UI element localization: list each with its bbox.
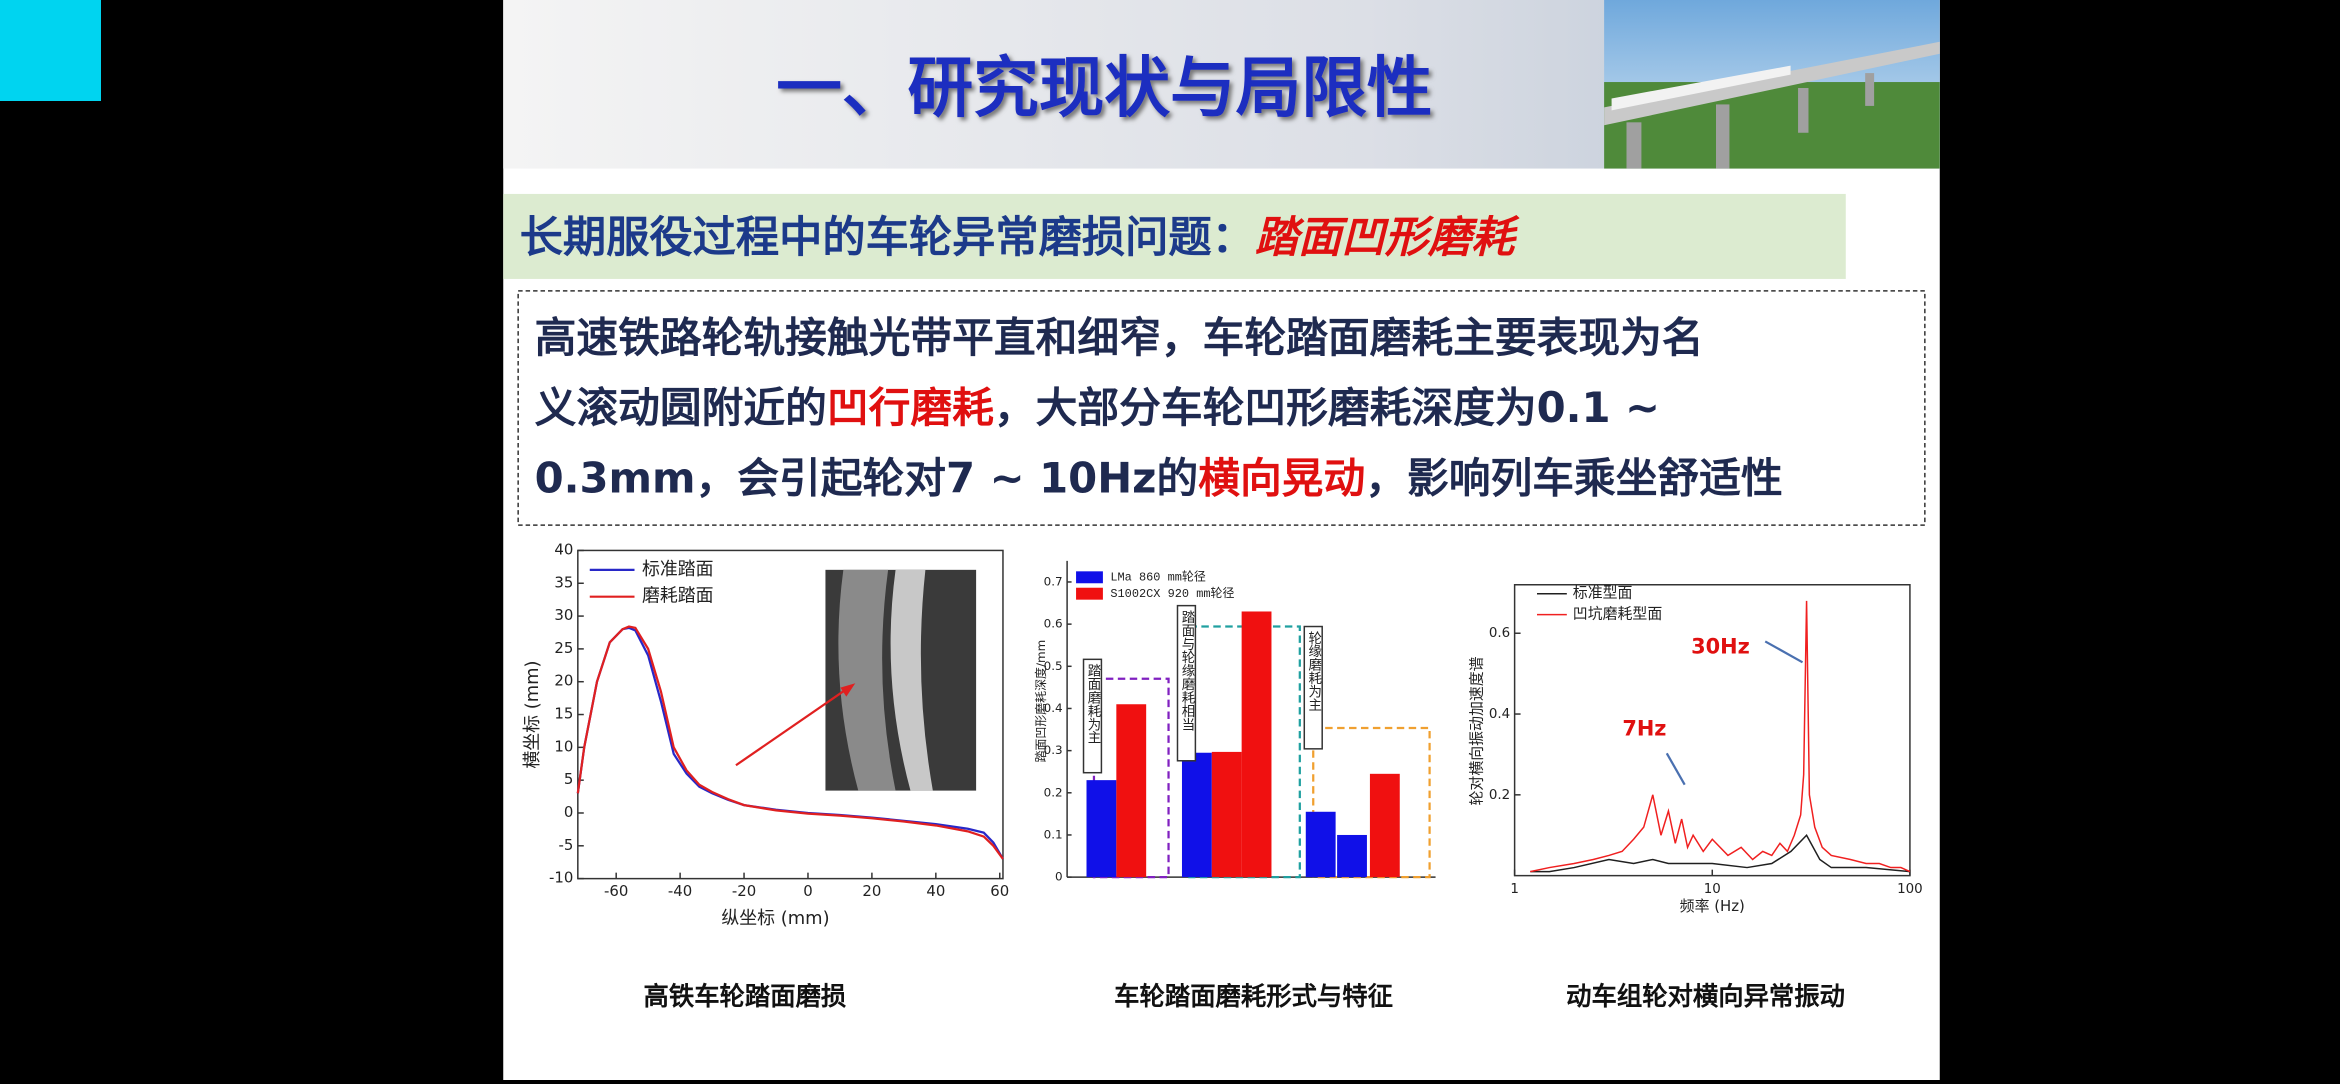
y-tick-label: 0.2 [1489, 788, 1510, 803]
y-axis-label: 轮对横向振动加速度谱 [1467, 656, 1485, 805]
paragraph-segment: 横向晃动 [1198, 453, 1365, 502]
y-tick-label: 0.3 [1044, 743, 1063, 757]
annotation-box [1303, 625, 1323, 750]
bar [1211, 751, 1242, 878]
bar [1241, 611, 1272, 878]
y-tick-label: 0 [564, 803, 573, 821]
legend-label: 标准型面 [1573, 584, 1633, 602]
legend-swatch [1076, 587, 1103, 600]
x-tick-label: 100 [1897, 882, 1923, 897]
legend-label: S1002CX 920 mm轮径 [1110, 586, 1234, 601]
paragraph-segment: 凹行磨耗 [827, 383, 994, 432]
legend-label: 标准踏面 [642, 559, 714, 580]
data-line [576, 625, 1004, 860]
bar [1369, 773, 1400, 878]
y-tick-label: 0.5 [1044, 659, 1063, 673]
x-tick-label: 40 [926, 882, 945, 900]
y-axis-label: 横坐标 (mm) [522, 660, 543, 768]
annotation-arrow [1665, 752, 1686, 786]
slide-bg [503, 0, 1940, 1080]
annotation-box [1176, 604, 1197, 762]
wheel-photo [735, 569, 977, 791]
y-tick-label: 0.1 [1044, 827, 1063, 841]
paragraph-segment: 高速铁路轮轨接触光带平直和细窄，车轮踏面磨耗主要表现为名 [535, 313, 1704, 362]
y-tick-label: 10 [554, 737, 573, 755]
legend-label: 磨耗踏面 [642, 586, 714, 607]
y-tick-label: 0.6 [1489, 626, 1510, 641]
y-tick-label: -5 [558, 836, 573, 854]
y-tick-label: 20 [554, 672, 573, 690]
bar [1116, 704, 1147, 878]
x-tick-label: -40 [668, 882, 692, 900]
slide: 一、研究现状与局限性 长期服役过程中的车轮异常磨损问题：踏面凹形磨耗 高速铁路轮… [503, 0, 1940, 1080]
annotation: 踏面与轮缘磨耗相当 [1178, 610, 1195, 731]
annotation: 轮缘磨耗为主 [1305, 631, 1322, 712]
paragraph-segment: ，大部分车轮凹形磨耗深度为0.1 ~ [994, 383, 1660, 432]
x-tick-label: 1 [1510, 882, 1519, 897]
y-tick-label: 35 [554, 573, 573, 591]
paragraph-line: 0.3mm，会引起轮对7 ~ 10Hz的横向晃动，影响列车乘坐舒适性 [535, 453, 1783, 502]
x-axis-label: 频率 (Hz) [1680, 897, 1745, 915]
slide-canvas: 一、研究现状与局限性 长期服役过程中的车轮异常磨损问题：踏面凹形磨耗 高速铁路轮… [503, 0, 1940, 1080]
y-tick-label: 0.4 [1044, 701, 1063, 715]
paragraph-segment: ，影响列车乘坐舒适性 [1365, 453, 1783, 502]
paragraph: 高速铁路轮轨接触光带平直和细窄，车轮踏面磨耗主要表现为名义滚动圆附近的凹行磨耗，… [535, 313, 1783, 502]
slide-title: 一、研究现状与局限性 [776, 51, 1432, 127]
x-tick-label: -20 [732, 882, 756, 900]
y-tick-label: -10 [549, 869, 573, 887]
paragraph-segment: 0.3mm，会引起轮对7 ~ 10Hz的 [535, 453, 1199, 502]
paragraph-line: 高速铁路轮轨接触光带平直和细窄，车轮踏面磨耗主要表现为名 [535, 313, 1704, 362]
x-tick-label: 60 [990, 882, 1009, 900]
bar [1086, 780, 1117, 878]
legend-label: LMa 860 mm轮径 [1110, 569, 1205, 584]
x-tick-label: 0 [803, 882, 812, 900]
y-tick-label: 0 [1055, 870, 1063, 884]
y-tick-label: 0.4 [1489, 707, 1510, 722]
annotation: 踏面磨耗为主 [1084, 664, 1101, 745]
legend-swatch [1076, 571, 1103, 584]
caption: 动车组轮对横向异常振动 [1566, 981, 1845, 1011]
subtitle-text: 长期服役过程中的车轮异常磨损问题： [520, 213, 1255, 263]
subtitle-emphasis: 踏面凹形磨耗 [1255, 213, 1520, 263]
caption: 高铁车轮踏面磨损 [644, 981, 847, 1011]
paragraph-box [517, 290, 1926, 526]
y-tick-label: 5 [564, 770, 573, 788]
x-axis-label: 纵坐标 (mm) [721, 908, 829, 929]
corner-indicator [0, 0, 101, 101]
caption: 车轮踏面磨耗形式与特征 [1114, 981, 1393, 1011]
y-axis-label: 踏面凹形磨耗深度/mm [1034, 640, 1048, 763]
subtitle: 长期服役过程中的车轮异常磨损问题：踏面凹形磨耗 [520, 213, 1521, 263]
bar [1181, 752, 1212, 878]
annotation-box [1082, 658, 1103, 774]
x-tick-label: 10 [1704, 882, 1721, 897]
subtitle-band [503, 193, 1846, 279]
x-tick-label: -60 [604, 882, 628, 900]
y-tick-label: 0.6 [1044, 617, 1063, 631]
annotation-arrow [1764, 640, 1804, 664]
paragraph-segment: 义滚动圆附近的 [535, 383, 827, 432]
data-line [1530, 833, 1910, 873]
legend-label: 凹坑磨耗型面 [1573, 605, 1663, 623]
bar [1337, 834, 1367, 878]
data-line [1530, 600, 1911, 873]
annotation: 30Hz [1691, 634, 1750, 658]
train-photo [1604, 0, 1940, 169]
bar [1305, 811, 1336, 878]
annotation: 7Hz [1622, 716, 1666, 740]
y-tick-label: 30 [554, 606, 573, 624]
y-tick-label: 40 [554, 540, 573, 558]
y-tick-label: 25 [554, 639, 573, 657]
x-tick-label: 20 [862, 882, 881, 900]
y-tick-label: 0.7 [1044, 574, 1063, 588]
y-tick-label: 15 [554, 705, 573, 723]
paragraph-line: 义滚动圆附近的凹行磨耗，大部分车轮凹形磨耗深度为0.1 ~ [535, 383, 1660, 432]
y-tick-label: 0.2 [1044, 785, 1063, 799]
